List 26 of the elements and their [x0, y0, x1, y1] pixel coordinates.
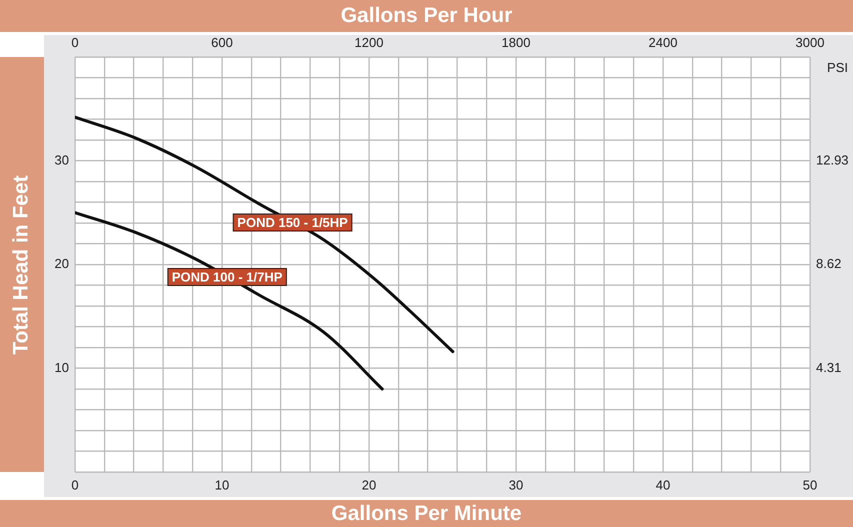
- series-label: POND 150 - 1/5HP: [237, 215, 348, 230]
- x-tick-label: 50: [802, 477, 818, 492]
- y2-tick-label: 4.31: [816, 360, 842, 375]
- x2-tick-label: 3000: [796, 34, 824, 50]
- x2-axis-title: Gallons Per Hour: [0, 0, 853, 32]
- x2-tick-label: 600: [211, 34, 233, 50]
- y-tick-label: 30: [54, 152, 69, 168]
- x2-tick-label: 1800: [502, 34, 530, 50]
- y2-tick-label: 8.62: [816, 256, 842, 272]
- x2-tick-label: 0: [71, 34, 79, 50]
- x-tick-label: 40: [656, 477, 670, 492]
- y-axis-title: Total Head in Feet: [10, 174, 34, 354]
- x-axis-title: Gallons Per Minute: [0, 500, 853, 527]
- x2-tick-label: 1200: [354, 34, 384, 50]
- series-label: POND 100 - 1/7HP: [172, 270, 283, 285]
- y-tick-label: 20: [54, 256, 69, 272]
- line-series: [75, 211, 384, 390]
- x-tick-label: 20: [362, 477, 376, 492]
- y2-axis-title: PSI: [826, 60, 848, 75]
- y2-tick-label: 12.93: [816, 152, 849, 168]
- x-tick-label: 10: [214, 477, 230, 492]
- x-tick-label: 0: [71, 477, 79, 492]
- x-tick-label: 30: [508, 477, 524, 492]
- y-tick-label: 10: [54, 360, 69, 375]
- line-series: [75, 116, 454, 354]
- x2-tick-label: 2400: [648, 34, 678, 50]
